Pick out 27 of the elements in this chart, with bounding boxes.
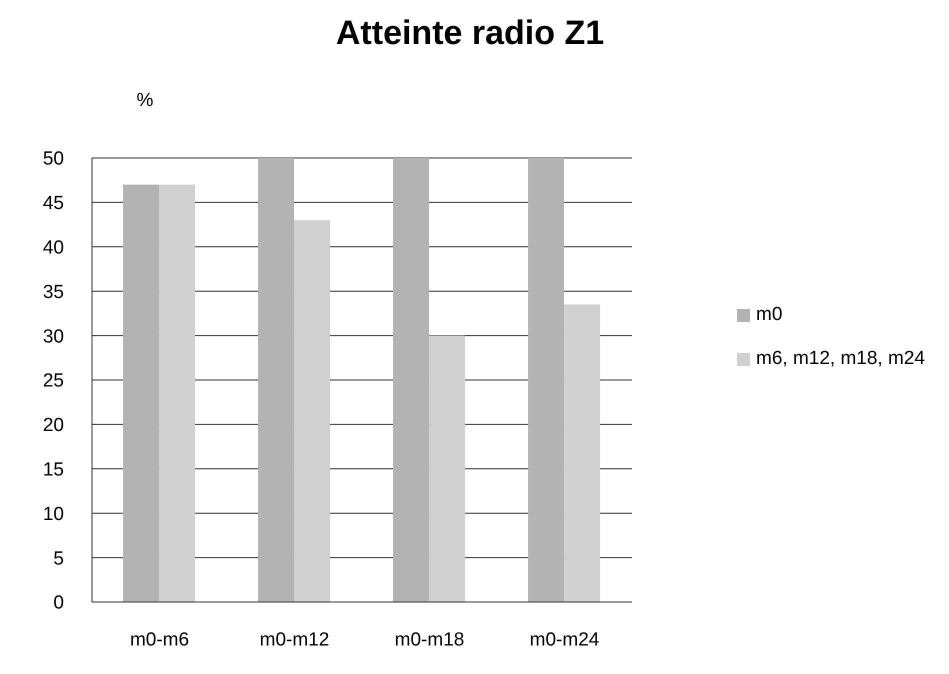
x-tick-label: m0-m6 (130, 629, 190, 650)
bar (393, 158, 430, 602)
y-tick-label: 10 (42, 504, 64, 525)
y-tick-label: 35 (42, 282, 64, 303)
bar (294, 220, 330, 602)
y-tick-label: 25 (42, 370, 64, 392)
x-tick-label: m0-m18 (394, 629, 464, 650)
legend-label: m6, m12, m18, m24 (756, 348, 925, 370)
bar (528, 158, 564, 602)
x-tick-label: m0-m24 (530, 629, 600, 650)
bar (258, 158, 294, 602)
chart-title: Atteinte radio Z1 (334, 14, 606, 53)
bar (159, 184, 196, 602)
y-tick-label: 40 (42, 238, 64, 259)
y-tick-label: 20 (42, 415, 64, 436)
x-tick-label: m0-m12 (260, 629, 330, 650)
legend-label: m0 (756, 304, 782, 326)
y-tick-label: 5 (53, 548, 64, 570)
y-tick-label: 30 (42, 326, 64, 348)
bar (429, 336, 466, 602)
y-tick-label: 0 (53, 592, 64, 614)
bar (123, 184, 160, 602)
y-tick-label: 45 (42, 193, 64, 214)
bar (564, 304, 600, 602)
y-tick-label: 15 (42, 460, 64, 481)
y-tick-label: 50 (42, 148, 64, 170)
y-axis-title: % (136, 90, 154, 112)
